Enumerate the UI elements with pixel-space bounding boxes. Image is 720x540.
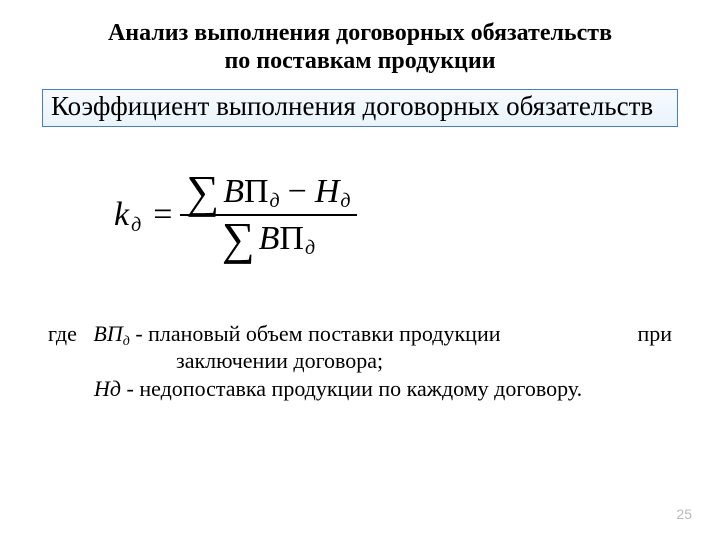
sigma-top: ∑ <box>186 171 219 212</box>
fraction-bar <box>180 214 356 216</box>
formula-fraction: ∑ ВП д − Н д ∑ ВП д <box>180 171 356 260</box>
formula-k-sub: д <box>131 214 141 237</box>
legend-line-1: где ВПд - плановый объем поставки продук… <box>48 320 672 348</box>
vp-bottom-sub: д <box>305 237 315 260</box>
subtitle-box: Коэффициент выполнения договорных обязат… <box>42 89 678 127</box>
vp-top-sub: д <box>270 190 280 213</box>
n-top-sub: д <box>340 190 350 213</box>
formula-k: k <box>114 196 129 234</box>
legend-line-2: заключении договора; <box>48 347 672 375</box>
title-line-2: по поставкам продукции <box>224 48 495 74</box>
title-line-1: Анализ выполнения договорных обязательст… <box>108 20 612 46</box>
minus: − <box>288 173 307 211</box>
legend-text-2: - недопоставка продукции по каждому дого… <box>121 376 582 401</box>
numerator: ∑ ВП д − Н д <box>180 171 356 212</box>
subtitle-text: Коэффициент выполнения договорных обязат… <box>51 92 669 122</box>
vp-bottom: ВП <box>259 220 304 258</box>
formula-equals: = <box>153 196 172 234</box>
legend-text-1b: при <box>637 320 672 348</box>
legend-vp: ВП <box>93 321 122 346</box>
page-number: 25 <box>676 506 692 522</box>
n-top: Н <box>315 173 340 211</box>
legend-vp-sub: д <box>123 334 130 349</box>
formula-region: k д = ∑ ВП д − Н д ∑ ВП <box>48 171 672 260</box>
legend: где ВПд - плановый объем поставки продук… <box>48 320 672 403</box>
sigma-bottom: ∑ <box>222 218 255 259</box>
legend-text-1a: - плановый объем поставки продукции <box>135 321 500 346</box>
denominator: ∑ ВП д <box>216 218 321 259</box>
legend-line-3: Нд - недопоставка продукции по каждому д… <box>48 375 672 403</box>
legend-nd: Нд <box>94 376 121 401</box>
formula: k д = ∑ ВП д − Н д ∑ ВП <box>114 171 357 260</box>
slide-title: Анализ выполнения договорных обязательст… <box>48 20 672 75</box>
vp-top: ВП <box>223 173 268 211</box>
legend-gde: где <box>48 321 77 346</box>
slide: Анализ выполнения договорных обязательст… <box>0 0 720 540</box>
